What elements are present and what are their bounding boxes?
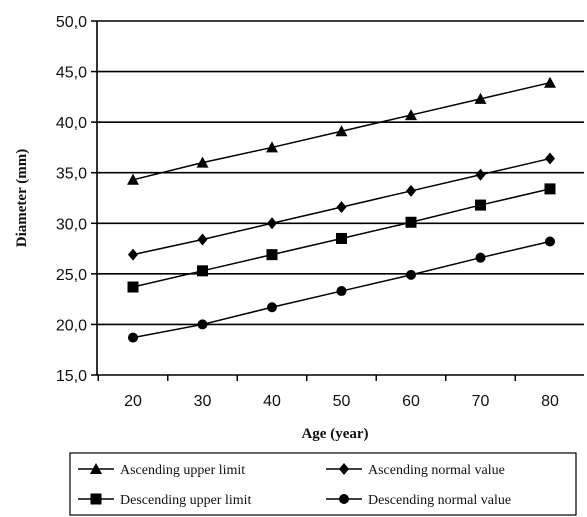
y-tick-label: 30,0	[56, 216, 87, 233]
data-point-triangle	[544, 76, 556, 88]
legend-box	[69, 452, 577, 516]
legend-item-ascending-normal-value: Ascending normal value	[326, 463, 505, 478]
y-axis-title: Diameter (mm)	[14, 149, 30, 247]
legend-item-descending-normal-value: Descending normal value	[326, 493, 511, 508]
x-tick-label: 60	[402, 393, 420, 410]
data-point-diamond	[545, 152, 555, 165]
data-point-square	[266, 249, 278, 261]
y-tick-label: 45,0	[56, 65, 87, 82]
legend: Ascending upper limit Ascending normal va…	[69, 452, 577, 516]
data-point-square	[127, 281, 139, 293]
data-point-triangle	[266, 141, 278, 153]
x-tick-label: 20	[124, 393, 142, 410]
data-point-triangle	[335, 125, 348, 137]
data-point-circle	[406, 269, 416, 280]
y-tick-label: 25,0	[56, 267, 87, 284]
x-axis-title: Age (year)	[301, 426, 368, 442]
data-point-diamond	[197, 233, 208, 246]
data-point-square	[405, 216, 417, 228]
legend-marker-circle	[339, 494, 349, 504]
data-point-square	[544, 183, 556, 195]
series-descending-normal-value	[128, 236, 555, 343]
series-group	[127, 76, 556, 343]
data-point-diamond	[475, 168, 486, 181]
gridlines	[97, 20, 584, 326]
data-point-diamond	[267, 217, 277, 230]
legend-label: Descending normal value	[368, 493, 511, 508]
data-point-diamond	[406, 184, 416, 197]
x-tick-label: 80	[541, 393, 559, 410]
legend-label: Ascending normal value	[368, 463, 505, 478]
x-tick-label: 40	[263, 393, 281, 410]
legend-marker-triangle	[90, 463, 102, 474]
data-point-circle	[197, 319, 208, 330]
axes	[91, 20, 584, 381]
x-tick-label: 30	[194, 393, 212, 410]
data-point-triangle	[405, 109, 417, 121]
series-ascending-upper-limit	[127, 76, 556, 185]
data-point-square	[336, 232, 347, 244]
legend-item-descending-upper-limit: Descending upper limit	[78, 493, 252, 508]
legend-label: Ascending upper limit	[120, 463, 245, 478]
data-point-triangle	[196, 156, 209, 168]
data-point-diamond	[336, 201, 347, 214]
data-point-triangle	[127, 173, 139, 185]
data-point-triangle	[474, 92, 487, 104]
x-tick-label: 50	[333, 393, 351, 410]
legend-marker-square	[90, 493, 102, 505]
legend-label: Descending upper limit	[120, 493, 252, 508]
series-ascending-normal-value	[128, 152, 555, 261]
y-tick-label: 35,0	[56, 166, 87, 183]
data-point-square	[475, 199, 486, 211]
y-tick-label: 20,0	[56, 317, 87, 334]
y-tick-label: 40,0	[56, 115, 87, 132]
series-descending-upper-limit	[127, 183, 556, 293]
data-point-circle	[128, 332, 138, 343]
legend-marker-diamond	[339, 463, 349, 475]
data-point-circle	[267, 302, 277, 313]
data-point-diamond	[128, 248, 138, 261]
data-point-circle	[545, 236, 555, 247]
x-tick-label: 70	[472, 393, 490, 410]
y-tick-label: 50,0	[56, 14, 87, 31]
data-point-circle	[336, 286, 347, 297]
legend-item-ascending-upper-limit: Ascending upper limit	[78, 463, 245, 478]
data-point-square	[197, 265, 208, 277]
tick-labels: 15,0 20,0 25,0 30,0 35,0 40,0 45,0 50,0 20 30 40 50…	[56, 14, 559, 410]
y-tick-label: 15,0	[56, 368, 87, 385]
data-point-circle	[475, 252, 486, 263]
